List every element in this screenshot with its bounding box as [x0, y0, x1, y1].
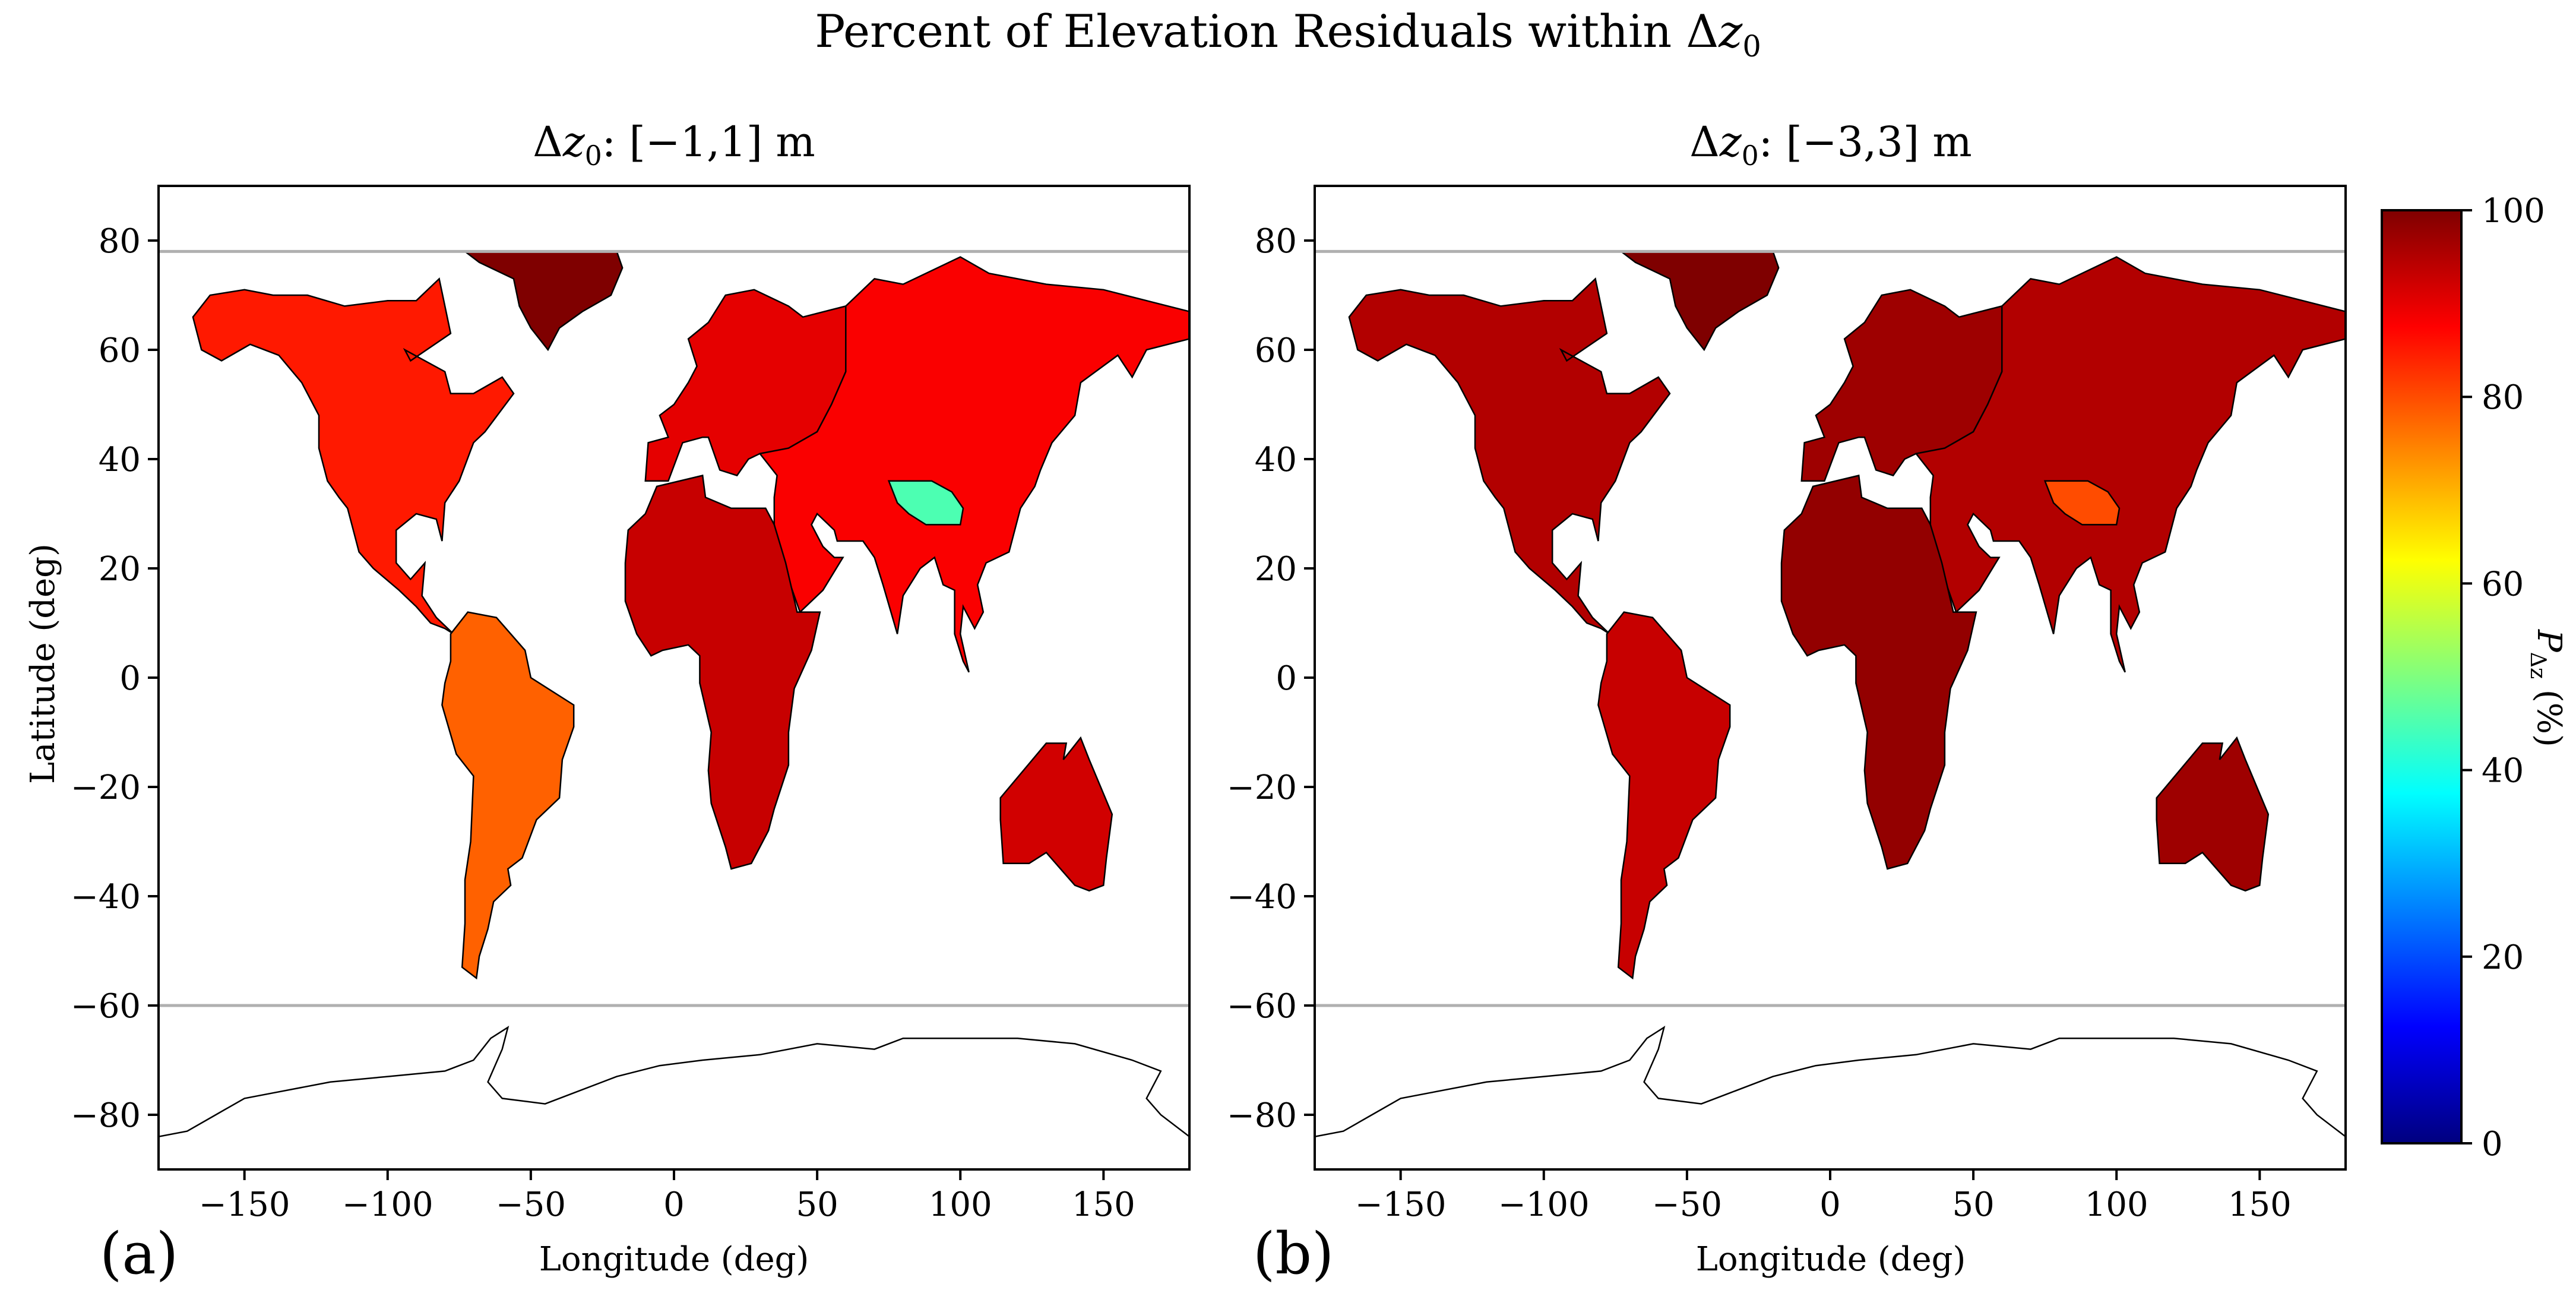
y-tick-label: 60 [1255, 331, 1297, 370]
x-tick-label: −150 [1355, 1185, 1447, 1224]
y-tick-label: −60 [1227, 987, 1297, 1026]
y-tick-label: −40 [71, 878, 141, 916]
y-tick-label: 0 [119, 659, 141, 698]
region-australia [2156, 736, 2270, 892]
region-africa [1780, 475, 1977, 870]
colorbar-tick-label: 80 [2482, 378, 2524, 417]
region-north-america [192, 277, 515, 635]
x-tick-label: 0 [663, 1185, 685, 1224]
y-tick-label: 80 [99, 222, 141, 261]
map-layer [159, 251, 1189, 1138]
region-tibetan-plateau [887, 480, 964, 526]
colorbar: 100 80 60 40 20 0 [2381, 192, 2545, 1163]
x-tick-label: 100 [929, 1185, 992, 1224]
region-australia [999, 736, 1113, 892]
x-tick-label: 150 [2228, 1185, 2292, 1224]
map-layer [1315, 251, 2346, 1138]
panel-b-x-axis-label: Longitude (deg) [1695, 1240, 1966, 1279]
y-tick-label: 20 [1255, 550, 1297, 589]
x-tick-label: 100 [2085, 1185, 2148, 1224]
region-greenland [463, 251, 624, 352]
y-tick-label: −20 [71, 769, 141, 807]
region-antarctica [159, 1026, 1189, 1138]
y-tick-label: −80 [1227, 1096, 1297, 1135]
figure-title: Percent of Elevation Residuals within Δz… [815, 5, 1761, 64]
y-tick-label: −80 [71, 1096, 141, 1135]
y-tick-label: 40 [99, 441, 141, 479]
x-tick-label: −150 [199, 1185, 290, 1224]
colorbar-tick-label: 60 [2482, 565, 2524, 603]
region-south-america [441, 611, 575, 980]
panel-b-map: −150 −100 −50 0 50 100 150 80 60 40 20 0 −20 −40 −60 −8… [1227, 185, 2347, 1224]
colorbar-tick-label: 20 [2482, 938, 2524, 977]
x-tick-label: 0 [1819, 1185, 1841, 1224]
y-tick-label: 20 [99, 550, 141, 589]
y-tick-label: 60 [99, 331, 141, 370]
x-tick-label: 50 [1952, 1185, 1994, 1224]
region-africa [624, 475, 821, 870]
panel-a-title: Δz0: [−1,1] m [533, 118, 815, 172]
region-antarctica [1315, 1026, 2346, 1138]
region-north-america [1348, 277, 1671, 635]
region-south-america [1597, 611, 1731, 980]
x-tick-label: 150 [1072, 1185, 1135, 1224]
colorbar-scale [2381, 209, 2463, 1144]
y-tick-label: 0 [1276, 659, 1297, 698]
x-tick-label: −100 [342, 1185, 433, 1224]
y-tick-label: −40 [1227, 878, 1297, 916]
colorbar-tick-label: 100 [2482, 192, 2545, 230]
y-tick-label: −20 [1227, 769, 1297, 807]
x-tick-label: −100 [1498, 1185, 1590, 1224]
panel-a-letter: (a) [100, 1221, 179, 1287]
panel-b-title: Δz0: [−3,3] m [1689, 118, 1972, 172]
panel-a-x-axis-label: Longitude (deg) [539, 1240, 809, 1279]
y-tick-label: 40 [1255, 441, 1297, 479]
region-greenland [1619, 251, 1780, 352]
x-tick-label: −50 [496, 1185, 566, 1224]
y-tick-label: −60 [71, 987, 141, 1026]
colorbar-tick-label: 40 [2482, 752, 2524, 791]
y-tick-label: 80 [1255, 222, 1297, 261]
colorbar-tick-label: 0 [2482, 1125, 2503, 1163]
x-tick-label: 50 [796, 1185, 838, 1224]
panel-b-letter: (b) [1253, 1221, 1334, 1287]
region-tibetan-plateau [2043, 480, 2121, 526]
panel-a-map: −150 −100 −50 0 50 100 150 80 60 40 20 0 −20 −40 −60 −8… [71, 185, 1191, 1224]
x-tick-label: −50 [1652, 1185, 1722, 1224]
